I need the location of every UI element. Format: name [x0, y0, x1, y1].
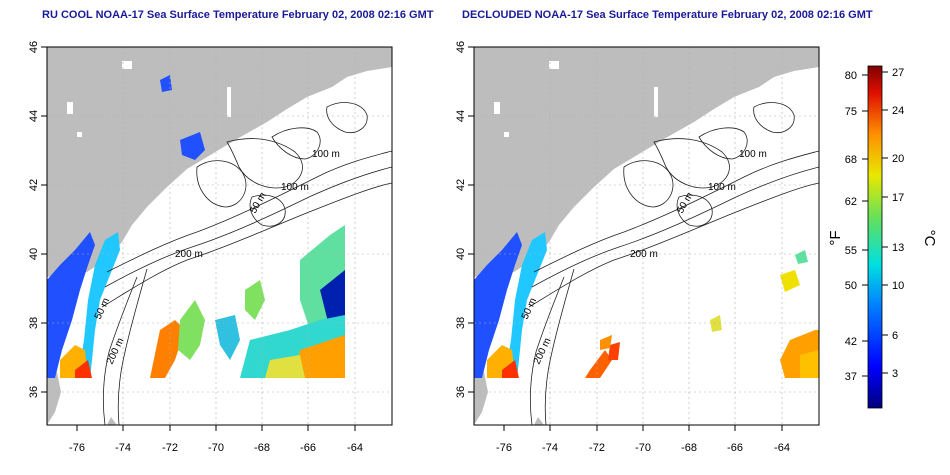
lat-tick: 46: [28, 41, 40, 53]
colorbar-c-tick: 27: [892, 67, 904, 79]
colorbar-c-tick: 20: [892, 153, 904, 165]
lat-tick: 42: [28, 179, 40, 191]
colorbar-c-tick: 17: [892, 192, 904, 204]
lon-tick: -64: [347, 442, 363, 454]
left-lon-axis: -76 -74 -72 -70 -68 -66 -64: [69, 442, 363, 454]
lat-tick: 46: [455, 41, 467, 53]
left-lat-axis: 46 44 42 40 38 36: [28, 41, 40, 398]
colorbar-gradient: [867, 65, 883, 409]
contour-label-100m-b: 100 m: [281, 182, 309, 193]
colorbar-f-tick: 75: [845, 106, 857, 118]
colorbar-f-tick: 50: [845, 280, 857, 292]
lon-tick: -64: [774, 442, 790, 454]
lon-tick: -72: [162, 442, 178, 454]
lon-tick: -72: [589, 442, 605, 454]
lat-tick: 42: [455, 179, 467, 191]
contour-label-100m-a: 100 m: [739, 149, 767, 160]
lat-tick: 36: [28, 386, 40, 398]
colorbar-c-tick: 3: [892, 368, 898, 380]
lat-tick: 44: [28, 110, 40, 122]
lat-tick: 40: [28, 248, 40, 260]
colorbar-f-tick: 80: [845, 70, 857, 82]
colorbar-f-tick: 42: [845, 336, 857, 348]
lat-tick: 38: [28, 317, 40, 329]
left-map: 100 m 100 m 50 m 200 m 50 m 200 m -76 -7…: [28, 41, 393, 454]
colorbar-unit-fahrenheit: °F: [827, 230, 844, 245]
lon-tick: -76: [496, 442, 512, 454]
contour-label-200m: 200 m: [175, 249, 203, 260]
lon-tick: -68: [681, 442, 697, 454]
lon-tick: -76: [69, 442, 85, 454]
contour-label-200m: 200 m: [630, 249, 658, 260]
lon-tick: -74: [115, 442, 131, 454]
lat-tick: 40: [455, 248, 467, 260]
lon-tick: -66: [300, 442, 316, 454]
right-lon-axis: -76 -74 -72 -70 -68 -66 -64: [496, 442, 790, 454]
colorbar-f-tick: 68: [845, 154, 857, 166]
colorbar-f-tick: 55: [845, 245, 857, 257]
left-map-title: RU COOL NOAA-17 Sea Surface Temperature …: [42, 9, 434, 21]
contour-label-100m-b: 100 m: [708, 182, 736, 193]
lon-tick: -68: [254, 442, 270, 454]
contour-label-100m-a: 100 m: [312, 149, 340, 160]
colorbar-c-tick: 10: [892, 280, 904, 292]
right-map: 100 m 100 m 50 m 200 m 50 m 200 m -76 -7…: [455, 41, 820, 454]
temperature-colorbar: 80 75 68 62 55 50 42 37 27 24 20 17 13 1…: [827, 65, 938, 409]
lon-tick: -70: [208, 442, 224, 454]
lat-tick: 44: [455, 110, 467, 122]
right-map-title: DECLOUDED NOAA-17 Sea Surface Temperatur…: [462, 9, 873, 21]
lat-tick: 36: [455, 386, 467, 398]
lon-tick: -70: [635, 442, 651, 454]
colorbar-f-tick: 62: [845, 196, 857, 208]
right-lat-axis: 46 44 42 40 38 36: [455, 41, 467, 398]
lon-tick: -74: [542, 442, 558, 454]
colorbar-unit-celsius: °C: [921, 230, 938, 247]
colorbar-c-tick: 24: [892, 105, 904, 117]
colorbar-c-tick: 13: [892, 242, 904, 254]
lat-tick: 38: [455, 317, 467, 329]
colorbar-c-tick: 6: [892, 330, 898, 342]
lon-tick: -66: [727, 442, 743, 454]
colorbar-f-tick: 37: [845, 371, 857, 383]
